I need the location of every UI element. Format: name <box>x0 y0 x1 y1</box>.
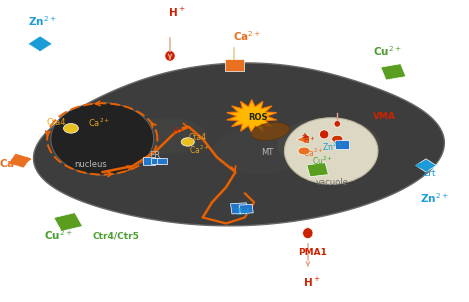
Text: Cu$^{2+}$: Cu$^{2+}$ <box>312 154 333 167</box>
Polygon shape <box>151 158 161 164</box>
Ellipse shape <box>285 118 378 184</box>
Text: Zn$^{2+}$: Zn$^{2+}$ <box>322 140 342 153</box>
Polygon shape <box>158 158 167 164</box>
Circle shape <box>298 147 310 155</box>
Text: Zn$^{2+}$: Zn$^{2+}$ <box>28 14 56 28</box>
Ellipse shape <box>165 50 175 61</box>
Polygon shape <box>231 203 248 214</box>
Text: H$^+$: H$^+$ <box>172 126 185 137</box>
Text: Cu$^{2+}$: Cu$^{2+}$ <box>373 44 402 58</box>
Text: vacuole: vacuole <box>316 178 348 187</box>
Text: PMA1: PMA1 <box>298 248 327 257</box>
Ellipse shape <box>319 130 329 139</box>
Text: nucleus: nucleus <box>74 160 107 169</box>
Polygon shape <box>296 135 309 144</box>
Circle shape <box>332 135 343 143</box>
Ellipse shape <box>51 103 154 175</box>
Polygon shape <box>239 204 253 214</box>
Text: Ctr4/Ctr5: Ctr4/Ctr5 <box>93 231 140 240</box>
Ellipse shape <box>303 228 313 239</box>
Ellipse shape <box>278 118 380 172</box>
Ellipse shape <box>123 118 207 154</box>
Text: Ca$^{2+}$: Ca$^{2+}$ <box>189 143 209 156</box>
Circle shape <box>63 124 78 133</box>
Text: H$^+$: H$^+$ <box>167 5 185 19</box>
Text: Cta4: Cta4 <box>189 133 207 142</box>
Polygon shape <box>335 140 349 149</box>
Polygon shape <box>54 213 83 231</box>
Polygon shape <box>416 159 436 172</box>
Text: MT: MT <box>261 148 273 157</box>
Text: Cta4: Cta4 <box>46 118 66 127</box>
Polygon shape <box>143 157 155 165</box>
Text: Ca$^{2+}$: Ca$^{2+}$ <box>88 116 111 129</box>
Text: Ca$^{2+}$: Ca$^{2+}$ <box>303 146 324 159</box>
Text: Zhf: Zhf <box>235 208 250 217</box>
Polygon shape <box>8 153 31 168</box>
Text: Ca$^{2+}$: Ca$^{2+}$ <box>233 29 261 43</box>
Text: ER: ER <box>149 151 160 160</box>
Circle shape <box>181 138 194 146</box>
Text: Cu$^{2+}$: Cu$^{2+}$ <box>44 229 72 243</box>
Text: VMA: VMA <box>373 112 396 121</box>
Text: Zn$^{2+}$: Zn$^{2+}$ <box>420 191 448 205</box>
Text: Ca$^{2+}$: Ca$^{2+}$ <box>0 156 28 170</box>
Text: Zrt: Zrt <box>422 169 436 178</box>
Text: ROS: ROS <box>248 113 267 122</box>
Polygon shape <box>307 163 328 177</box>
Polygon shape <box>33 63 444 226</box>
Ellipse shape <box>212 128 305 174</box>
Ellipse shape <box>251 122 290 140</box>
Polygon shape <box>381 64 406 80</box>
Polygon shape <box>28 36 52 52</box>
Polygon shape <box>225 59 244 71</box>
Ellipse shape <box>334 120 340 127</box>
Text: H$^+$: H$^+$ <box>303 135 316 146</box>
Text: H$^+$: H$^+$ <box>303 276 321 289</box>
Polygon shape <box>227 100 277 133</box>
